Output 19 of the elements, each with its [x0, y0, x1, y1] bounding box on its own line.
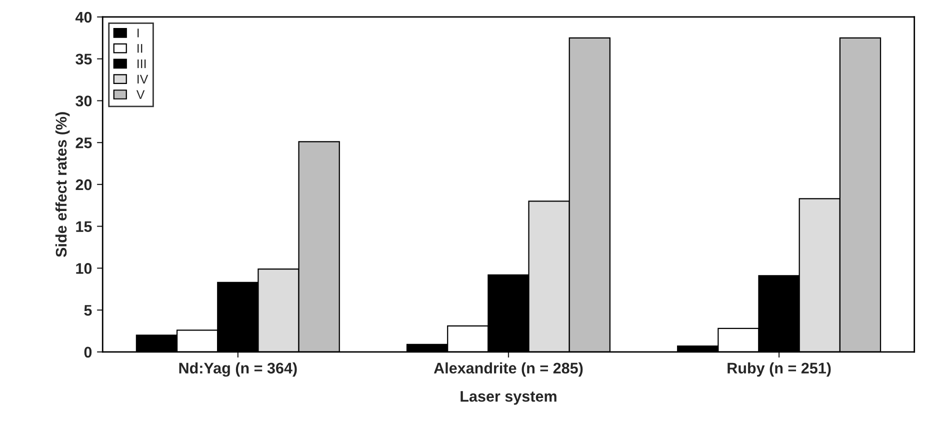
- y-tick-label: 20: [76, 179, 92, 190]
- legend-label: IV: [138, 74, 148, 84]
- y-tick-label: 40: [75, 12, 92, 23]
- y-tick-label: 35: [76, 54, 92, 65]
- legend-label: III: [138, 59, 146, 68]
- y-tick-label: 10: [76, 263, 92, 274]
- legend-label: V: [136, 90, 145, 99]
- x-tick-label: Nd:Yag (n = 364): [179, 362, 297, 377]
- x-tick-label: Alexandrite (n = 285): [434, 362, 583, 377]
- y-tick-label: 25: [76, 137, 92, 148]
- x-axis-title: Laser system: [460, 391, 556, 405]
- y-tick-label: 0: [84, 346, 92, 358]
- y-tick-label: 15: [76, 221, 92, 232]
- y-axis-title: Side effect rates (%): [55, 112, 70, 258]
- y-tick-label: 5: [84, 305, 92, 316]
- legend-label: I: [138, 28, 139, 38]
- legend-label: II: [138, 44, 142, 53]
- x-tick-label: Ruby (n = 251): [728, 362, 831, 377]
- y-tick-label: 30: [76, 96, 92, 106]
